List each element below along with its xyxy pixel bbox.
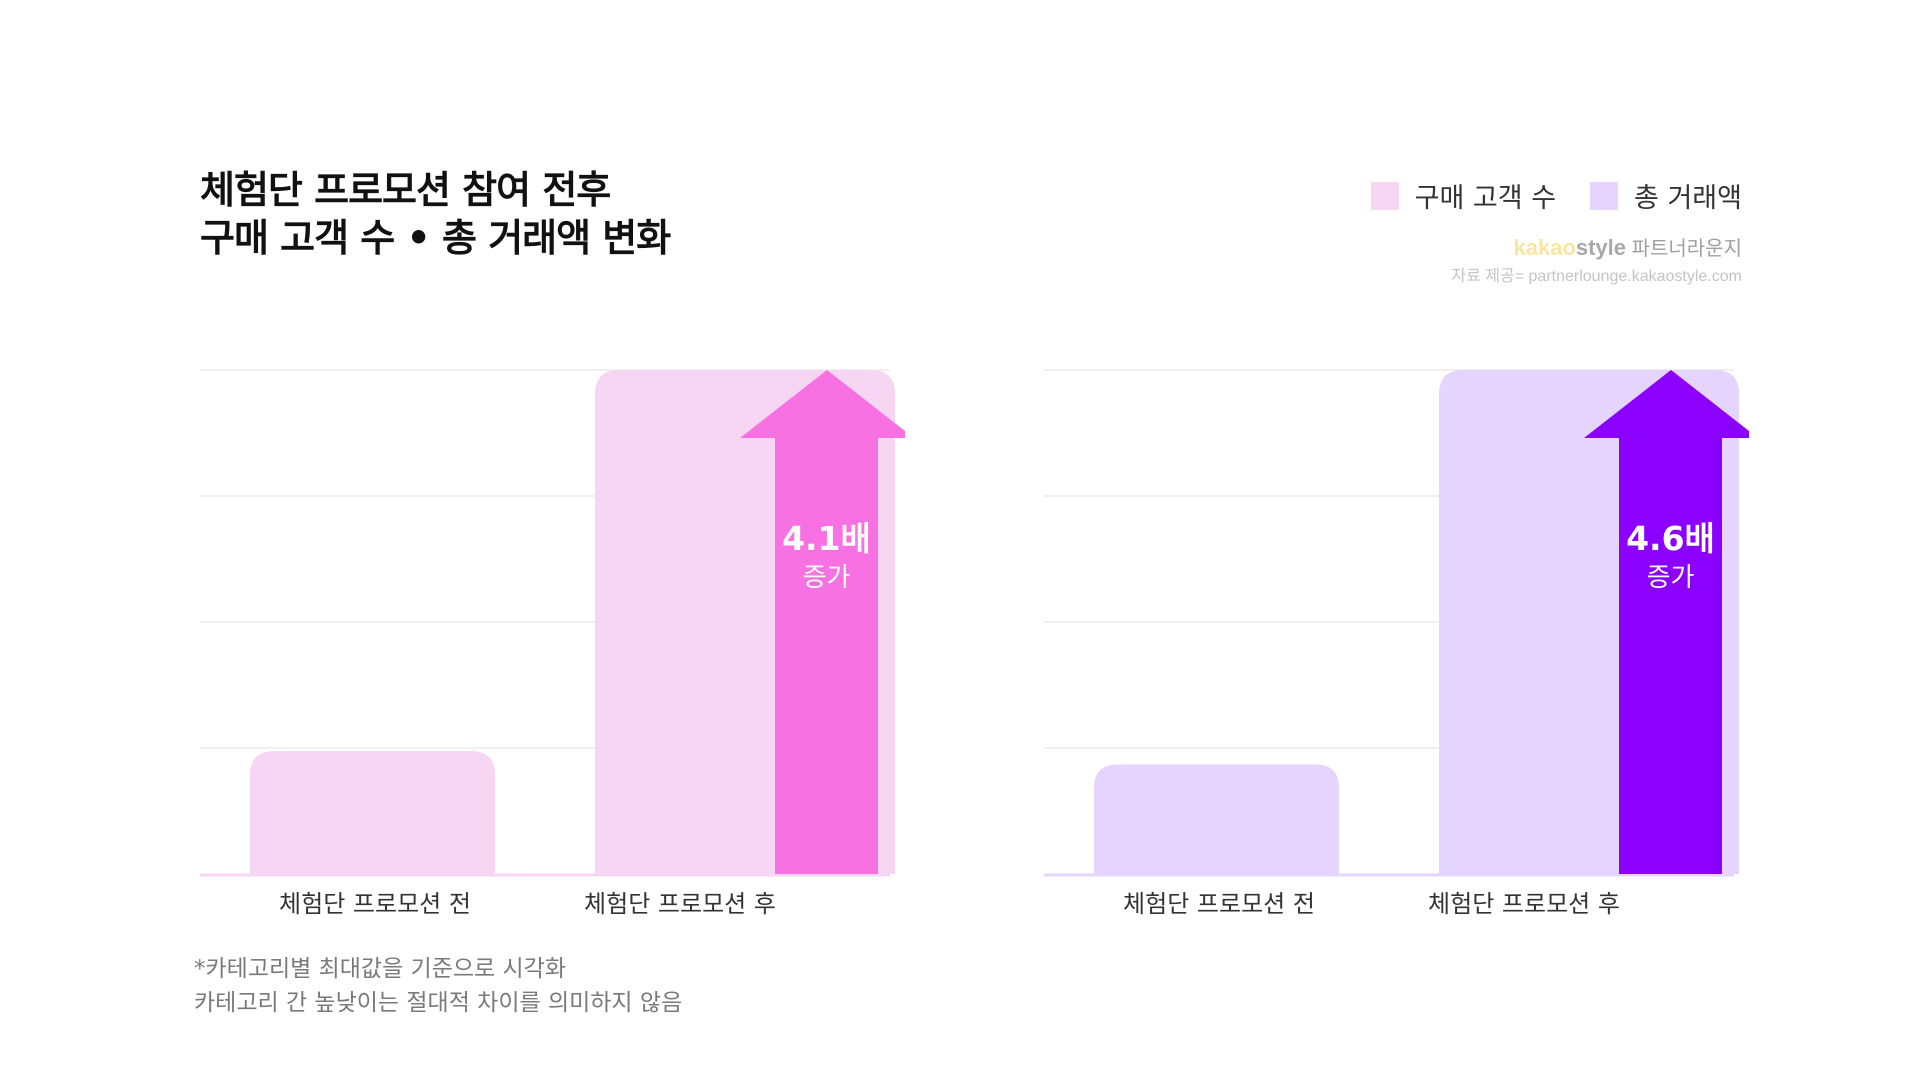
legend-item-sales: 총 거래액 [1590, 176, 1742, 215]
brand-suffix: 파트너라운지 [1626, 238, 1742, 260]
x-tick-label: 체험단 프로모션 전 [1123, 890, 1315, 918]
legend: 구매 고객 수 총 거래액 [1337, 176, 1742, 215]
chart-title: 체험단 프로모션 참여 전후 구매 고객 수 • 총 거래액 변화 [200, 166, 671, 262]
bar-before [1094, 764, 1339, 874]
growth-arrow [1584, 370, 1749, 874]
brand-logo: kakaostyle 파트너라운지 [1513, 232, 1742, 261]
chart-title-line1: 체험단 프로모션 참여 전후 [200, 168, 611, 212]
legend-swatch-customers [1370, 181, 1399, 210]
growth-arrow [740, 370, 905, 874]
growth-label: 증가 [803, 563, 851, 593]
footnote: *카테고리별 최대값을 기준으로 시각화 카테고리 간 높낮이는 절대적 차이를… [194, 952, 682, 1020]
x-tick-label: 체험단 프로모션 후 [1428, 890, 1620, 918]
legend-label-customers: 구매 고객 수 [1414, 183, 1557, 214]
growth-multiplier: 4.1배 [782, 519, 871, 558]
chart-title-line2: 구매 고객 수 • 총 거래액 변화 [200, 216, 671, 260]
footnote-line1: *카테고리별 최대값을 기준으로 시각화 [194, 956, 566, 982]
footnote-line2: 카테고리 간 높낮이는 절대적 차이를 의미하지 않음 [194, 990, 683, 1016]
growth-multiplier: 4.6배 [1626, 519, 1715, 558]
bar-before [250, 751, 495, 874]
legend-item-customers: 구매 고객 수 [1370, 176, 1557, 215]
legend-label-sales: 총 거래액 [1634, 183, 1742, 214]
brand-logo-kakao: kakao [1513, 235, 1576, 260]
growth-label: 증가 [1647, 563, 1695, 593]
legend-swatch-sales [1590, 181, 1619, 210]
brand-logo-style: style [1575, 235, 1627, 260]
data-source: 자료 제공= partnerlounge.kakaostyle.com [1451, 268, 1742, 285]
x-tick-label: 체험단 프로모션 후 [584, 890, 776, 918]
x-tick-label: 체험단 프로모션 전 [279, 890, 471, 918]
